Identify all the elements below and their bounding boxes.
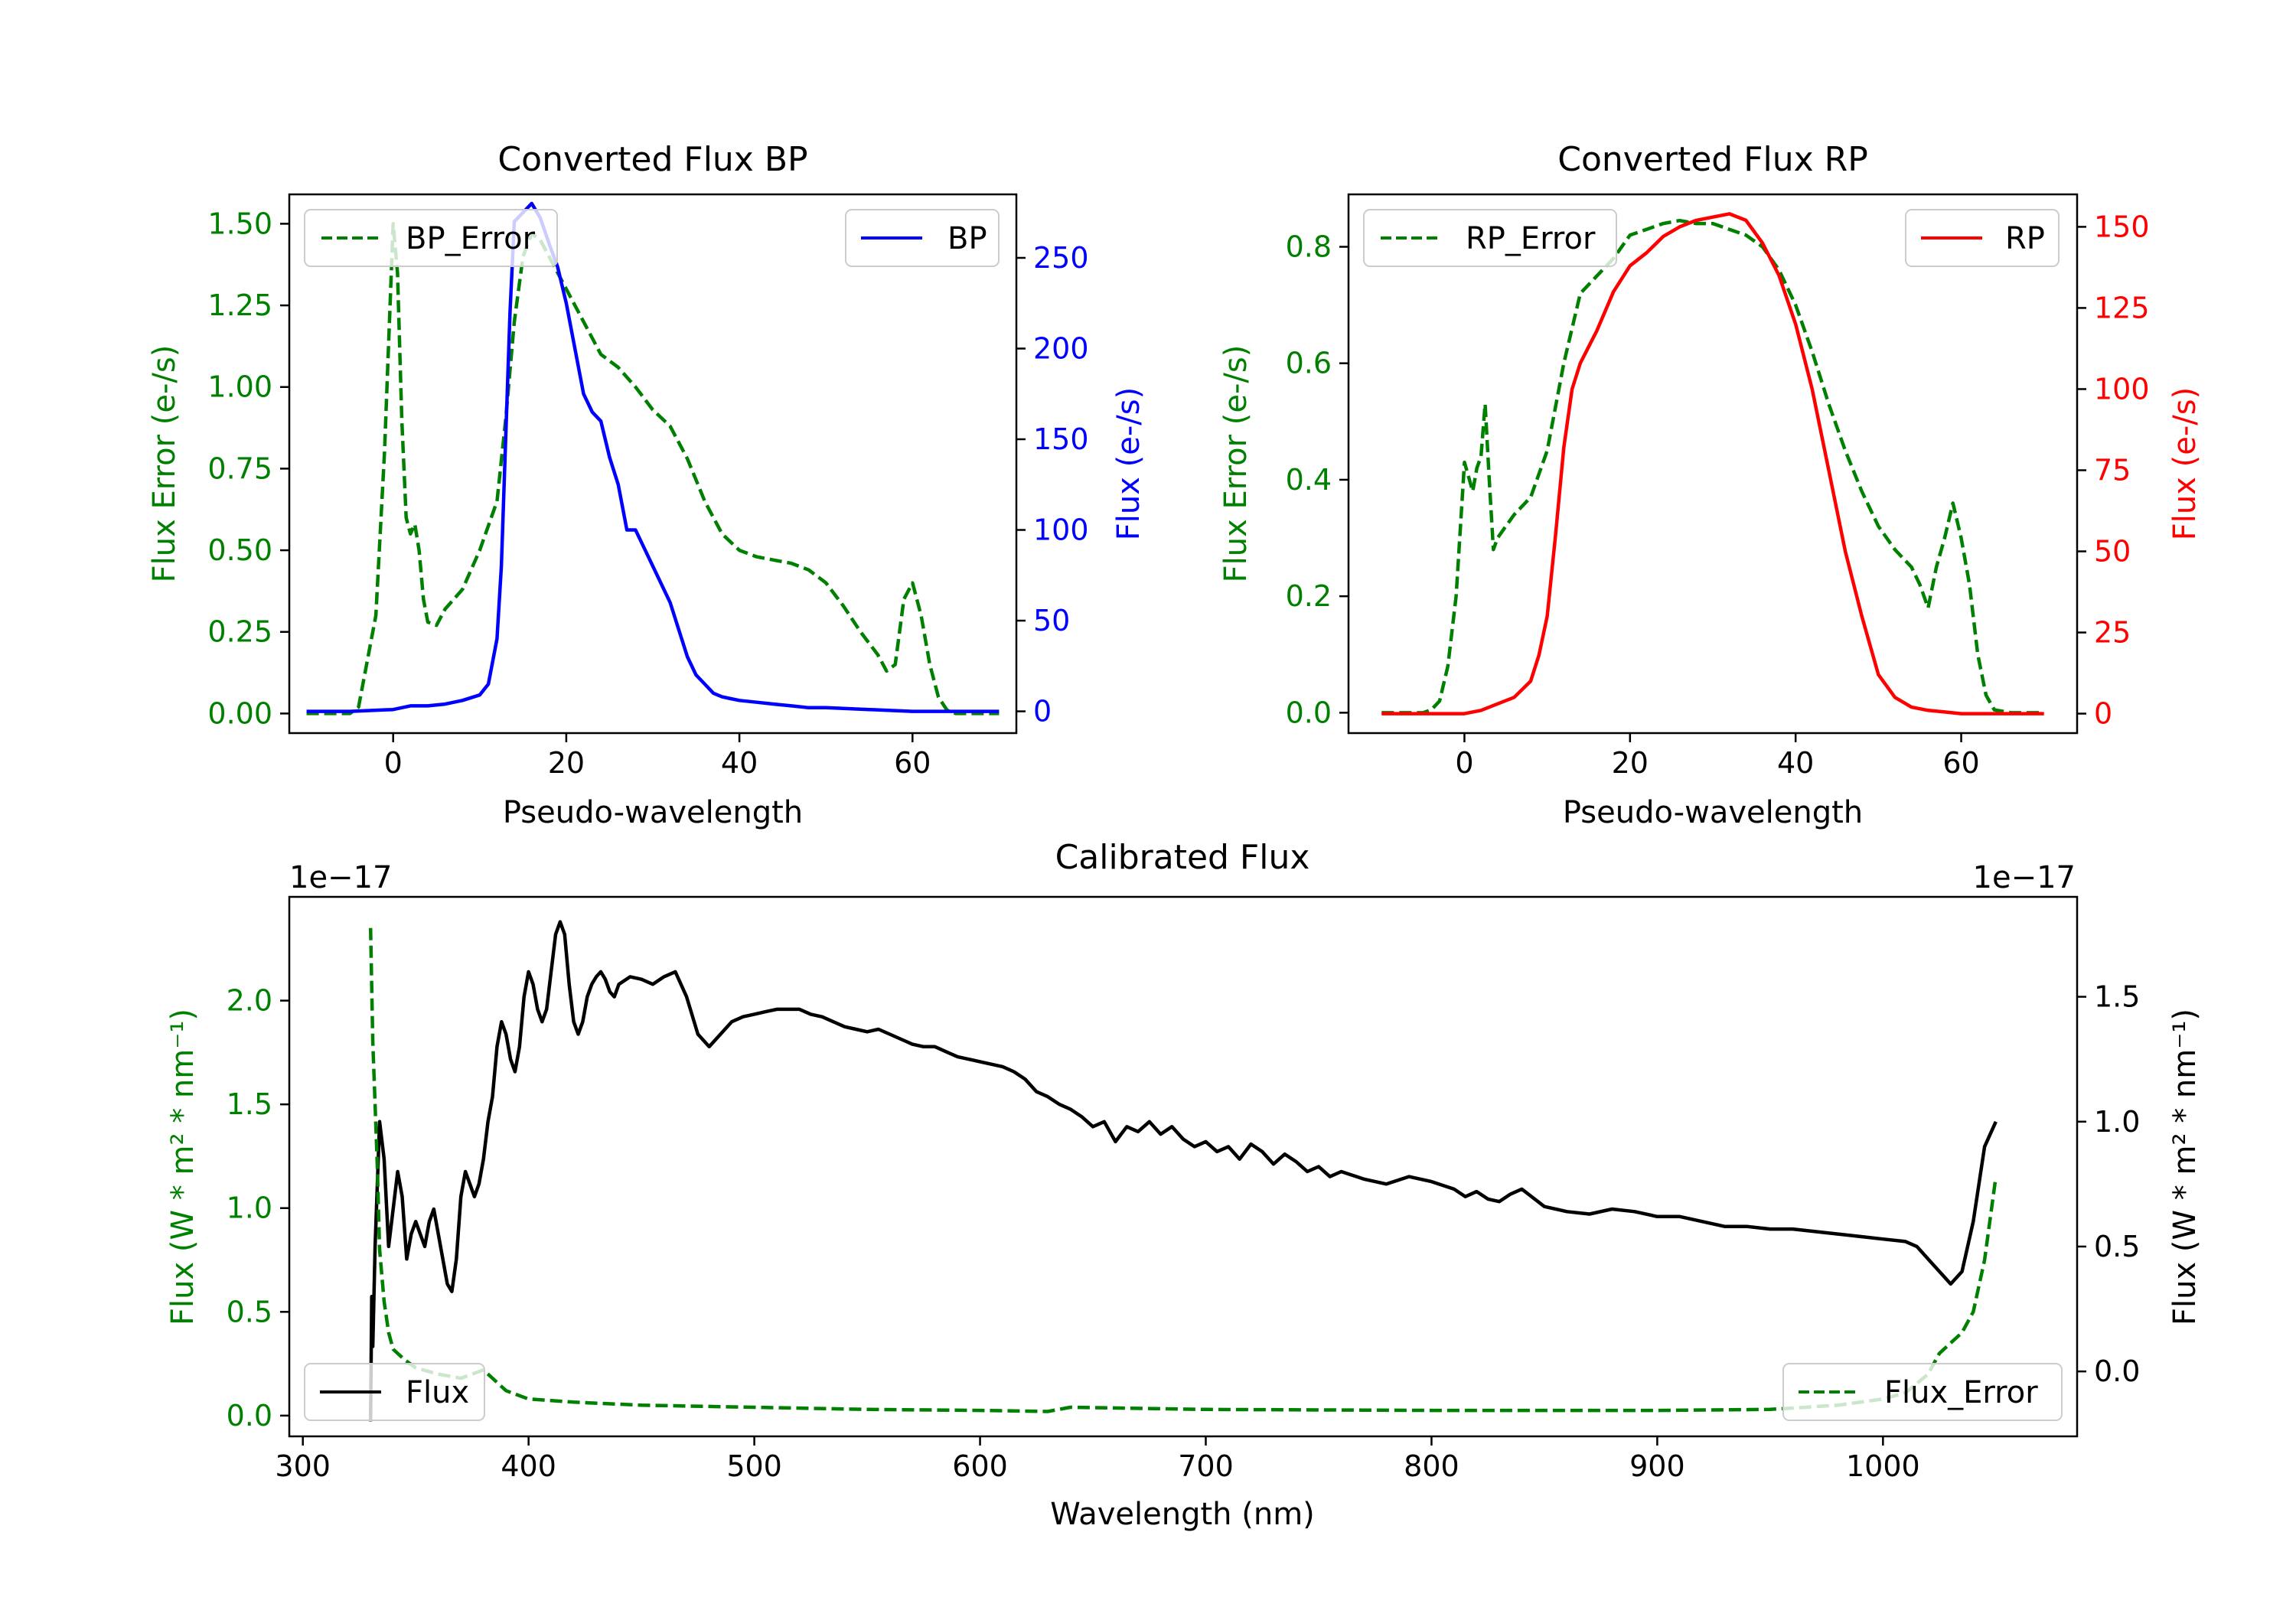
- bp-axes-frame: [288, 193, 1018, 735]
- rp-panel: Converted Flux RP 0 20 40 60 0.00.20.40.60.…: [1218, 140, 2203, 830]
- bp-right-y-label: Flux (e-/s): [1111, 387, 1146, 540]
- calibrated-x-tick-label: 300: [275, 1449, 331, 1483]
- rp-right-tick-label: 125: [2094, 291, 2150, 324]
- rp-title: Converted Flux RP: [1557, 140, 1868, 179]
- rp-x-tick-label: 0: [1455, 746, 1473, 780]
- calibrated-x-tick-label: 400: [501, 1449, 556, 1483]
- calibrated-right-offset: 1e−17: [1973, 860, 2076, 895]
- calibrated-right-tick-label: 0.0: [2094, 1354, 2140, 1388]
- calibrated-left-tick-label: 1.0: [227, 1191, 272, 1225]
- rp-x-label: Pseudo-wavelength: [1563, 795, 1863, 830]
- rp-right-tick-label: 25: [2094, 616, 2131, 650]
- bp-left-tick-label: 0.25: [207, 615, 272, 649]
- calibrated-left-tick-label: 1.5: [227, 1087, 272, 1121]
- calibrated-left-ticks: 0.0 0.5 1.0 1.5 2.0: [227, 984, 289, 1433]
- calibrated-left-tick-label: 0.0: [227, 1399, 272, 1433]
- calibrated-right-tick-label: 1.5: [2094, 980, 2140, 1014]
- calibrated-axes-frame: [288, 895, 2079, 1438]
- rp-legend-left: RP_Error: [1363, 209, 1617, 267]
- rp-left-tick-label: 0.6: [1286, 347, 1332, 380]
- rp-right-tick-label: 100: [2094, 372, 2150, 406]
- calibrated-x-tick-label: 800: [1404, 1449, 1459, 1483]
- bp-title: Converted Flux BP: [497, 140, 807, 179]
- rp-left-tick-label: 0.8: [1286, 230, 1332, 263]
- rp-left-y-label: Flux Error (e-/s): [1218, 345, 1254, 583]
- bp-left-tick-label: 1.00: [207, 370, 272, 404]
- calibrated-x-label: Wavelength (nm): [1050, 1497, 1315, 1532]
- bp-left-tick-label: 1.25: [207, 288, 272, 322]
- calibrated-right-y-label: Flux (W * m² * nm⁻¹): [2167, 1009, 2203, 1325]
- calibrated-x-tick-label: 1000: [1846, 1449, 1920, 1483]
- bp-right-tick-label: 150: [1033, 422, 1089, 456]
- bp-x-tick-label: 60: [894, 746, 931, 780]
- bp-legend-left: BP_Error: [304, 209, 558, 267]
- rp-axes-frame: [1347, 193, 2079, 735]
- bp-right-tick-label: 200: [1033, 331, 1089, 365]
- bp-panel: Converted Flux BP 0 20 40 60 0.000.250.500.…: [147, 140, 1146, 830]
- bp-right-ticks: 0 50 100 150 200 250: [1016, 241, 1089, 729]
- rp-right-ticks: 0 25 50 75 100 125 150: [2077, 210, 2150, 731]
- calibrated-x-tick-label: 900: [1629, 1449, 1685, 1483]
- bp-right-tick-label: 250: [1033, 241, 1089, 275]
- bp-legend-right: BP: [845, 209, 1000, 267]
- rp-left-ticks: 0.0 0.2 0.4 0.6 0.8: [1286, 230, 1349, 729]
- bp-x-tick-label: 40: [721, 746, 758, 780]
- calibrated-x-tick-label: 600: [952, 1449, 1008, 1483]
- calibrated-left-y-label: Flux (W * m² * nm⁻¹): [165, 1009, 201, 1325]
- calibrated-legend-left-label: Flux: [406, 1375, 469, 1410]
- calibrated-left-tick-label: 2.0: [227, 984, 272, 1018]
- calibrated-legend-right: Flux_Error: [1782, 1363, 2063, 1421]
- calibrated-right-ticks: 0.0 0.5 1.0 1.5: [2077, 980, 2140, 1388]
- bp-series-layer: [306, 201, 1000, 715]
- bp-right-tick-label: 50: [1033, 604, 1070, 637]
- rp-x-tick-label: 60: [1942, 746, 1979, 780]
- rp-series-layer: [1381, 212, 2044, 715]
- bp-right-tick-label: 100: [1033, 513, 1089, 547]
- bp-left-tick-label: 1.50: [207, 207, 272, 240]
- rp-legend-right: RP: [1905, 209, 2060, 267]
- bp-left-y-label: Flux Error (e-/s): [147, 345, 182, 583]
- rp-right-y-label: Flux (e-/s): [2167, 387, 2203, 540]
- calibrated-legend-right-label: Flux_Error: [1884, 1375, 2038, 1410]
- bp-series-bp-line: [306, 201, 1000, 713]
- bp-legend-right-label: BP: [947, 221, 987, 256]
- bp-x-tick-label: 0: [384, 746, 403, 780]
- calibrated-right-tick-label: 0.5: [2094, 1230, 2140, 1263]
- rp-legend-right-label: RP: [2005, 221, 2045, 256]
- calibrated-x-tick-label: 500: [726, 1449, 782, 1483]
- bp-right-tick-label: 0: [1033, 695, 1052, 729]
- bp-series-bp-error-line: [306, 222, 1000, 715]
- calibrated-left-tick-label: 0.5: [227, 1295, 272, 1328]
- calibrated-legend-left: Flux: [304, 1363, 485, 1421]
- rp-x-tick-label: 20: [1612, 746, 1649, 780]
- bp-x-ticks: 0 20 40 60: [384, 733, 931, 780]
- rp-x-tick-label: 40: [1777, 746, 1814, 780]
- calibrated-x-ticks: 300 400 500 600 700 800 900 1000: [275, 1436, 1920, 1483]
- calibrated-x-tick-label: 700: [1178, 1449, 1234, 1483]
- calibrated-series-flux-line: [368, 920, 1998, 1422]
- rp-left-tick-label: 0.2: [1286, 579, 1332, 613]
- calibrated-title: Calibrated Flux: [1055, 838, 1310, 877]
- rp-right-tick-label: 75: [2094, 453, 2131, 487]
- rp-x-ticks: 0 20 40 60: [1455, 733, 1980, 780]
- bp-left-tick-label: 0.00: [207, 696, 272, 730]
- calibrated-right-tick-label: 1.0: [2094, 1105, 2140, 1139]
- bp-left-tick-label: 0.75: [207, 451, 272, 485]
- rp-right-tick-label: 0: [2094, 697, 2112, 731]
- bp-left-tick-label: 0.50: [207, 533, 272, 567]
- calibrated-panel: Calibrated Flux 1e−17 1e−17 300 400 500 600…: [165, 838, 2203, 1532]
- rp-left-tick-label: 0.0: [1286, 696, 1332, 729]
- rp-right-tick-label: 50: [2094, 535, 2131, 569]
- rp-right-tick-label: 150: [2094, 210, 2150, 243]
- rp-series-rp-line: [1381, 212, 2044, 715]
- bp-x-tick-label: 20: [548, 746, 585, 780]
- rp-left-tick-label: 0.4: [1286, 463, 1332, 497]
- bp-left-ticks: 0.00 0.25 0.50 0.75 1.00 1.25 1.50: [207, 207, 289, 730]
- rp-legend-left-label: RP_Error: [1466, 221, 1596, 256]
- bp-legend-left-label: BP_Error: [406, 221, 536, 256]
- bp-x-label: Pseudo-wavelength: [503, 795, 803, 830]
- calibrated-left-offset: 1e−17: [289, 860, 392, 895]
